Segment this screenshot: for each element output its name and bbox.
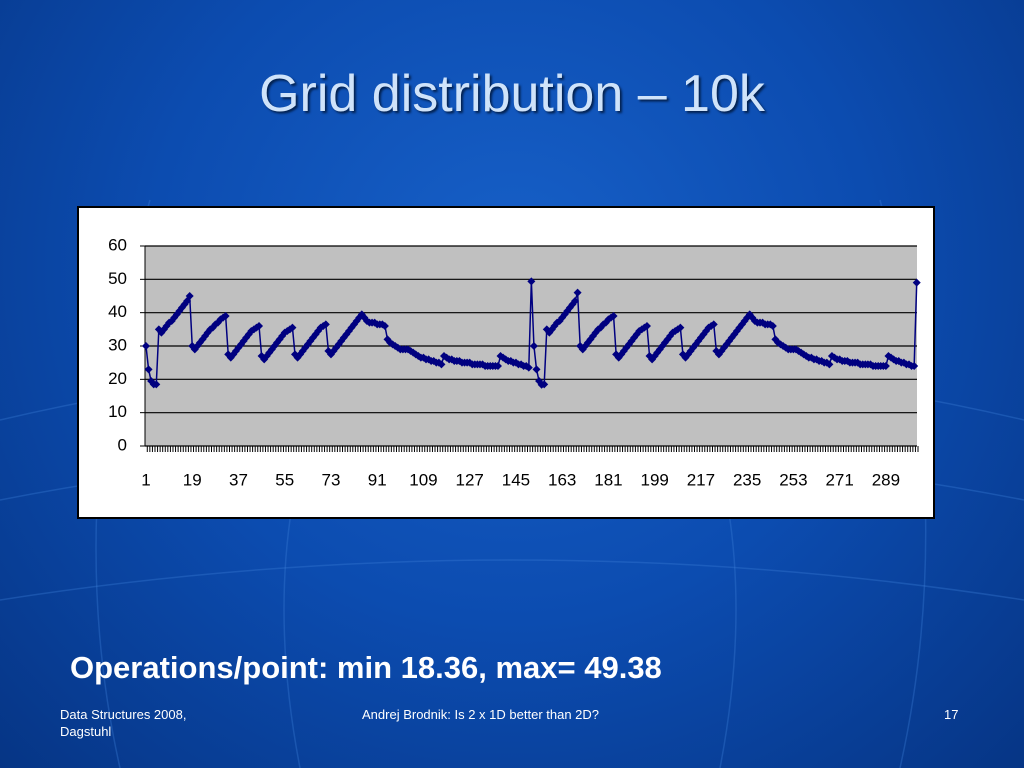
x-tick-label: 253 [779, 470, 807, 489]
data-point [493, 362, 502, 370]
x-tick-label: 199 [640, 470, 668, 489]
data-point [144, 365, 153, 374]
data-point [288, 323, 297, 332]
x-tick-label: 127 [456, 470, 484, 489]
data-point [532, 365, 541, 374]
footer-line: Data Structures 2008, [60, 707, 187, 722]
data-point [571, 297, 580, 305]
y-tick-label: 50 [108, 269, 127, 288]
x-tick-label: 217 [687, 470, 715, 489]
x-tick-label: 271 [825, 470, 853, 489]
x-tick-label: 1 [141, 470, 150, 489]
data-point [912, 278, 921, 287]
x-tick-label: 19 [183, 470, 202, 489]
x-tick-label: 235 [733, 470, 761, 489]
data-point [249, 325, 258, 334]
data-point [642, 322, 651, 330]
x-tick-label: 109 [409, 470, 437, 489]
data-point [152, 380, 161, 389]
data-point [185, 292, 194, 300]
x-tick-label: 163 [548, 470, 576, 489]
data-point [524, 363, 533, 372]
data-point [768, 322, 777, 330]
x-tick-label: 181 [594, 470, 622, 489]
y-tick-label: 10 [108, 402, 127, 421]
y-tick-label: 0 [118, 435, 127, 454]
data-point [709, 320, 718, 329]
y-tick-label: 40 [108, 302, 127, 321]
footer-center: Andrej Brodnik: Is 2 x 1D better than 2D… [362, 707, 600, 722]
x-tick-label: 289 [872, 470, 900, 489]
y-tick-label: 20 [108, 369, 127, 388]
slide-title: Grid distribution – 10k [259, 65, 765, 123]
footer-line: Dagstuhl [60, 724, 112, 739]
x-tick-label: 55 [275, 470, 294, 489]
x-tick-label: 91 [368, 470, 387, 489]
data-point [825, 360, 834, 369]
y-tick-label: 30 [108, 335, 127, 354]
y-tick-label: 60 [108, 235, 127, 254]
data-point [142, 342, 150, 350]
footer-page-number: 17 [944, 707, 959, 722]
footer-left: Data Structures 2008, Dagstuhl [60, 706, 186, 740]
x-tick-label: 145 [502, 470, 530, 489]
data-point [380, 322, 389, 330]
data-point [910, 362, 919, 370]
caption: Operations/point: min 18.36, max= 49.38 [70, 650, 662, 685]
data-point [221, 312, 230, 320]
data-point [540, 380, 549, 389]
x-tick-label: 73 [322, 470, 341, 489]
data-point [437, 360, 446, 369]
data-point [255, 322, 264, 330]
data-point [321, 320, 330, 329]
data-point [529, 342, 538, 350]
data-point [609, 312, 618, 320]
data-point [881, 362, 890, 370]
data-point [573, 288, 582, 297]
data-point [527, 277, 536, 286]
x-tick-label: 37 [229, 470, 248, 489]
data-point [676, 323, 685, 332]
